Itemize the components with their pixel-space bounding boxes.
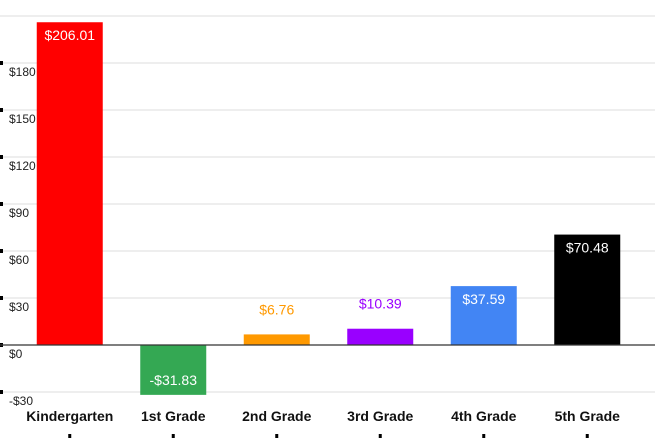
y-tick-mark bbox=[0, 154, 3, 159]
x-tick-mark bbox=[68, 434, 72, 438]
bar bbox=[554, 234, 621, 345]
labels: -$30 $0 $30 $60 $90 $120 $150 $180 $206.01 Kinder… bbox=[9, 27, 620, 424]
y-tick-mark bbox=[0, 248, 3, 253]
bar bbox=[347, 328, 414, 345]
x-tick-mark bbox=[275, 434, 279, 438]
y-tick-label: $60 bbox=[9, 253, 29, 267]
bar bbox=[450, 286, 517, 345]
x-tick-mark bbox=[171, 434, 175, 438]
gridlines bbox=[0, 15, 655, 393]
bar bbox=[243, 334, 310, 345]
y-tick-label: $150 bbox=[9, 112, 36, 126]
y-tick-mark bbox=[0, 390, 3, 395]
y-tick-label: $120 bbox=[9, 159, 36, 173]
y-tick-mark bbox=[0, 201, 3, 206]
y-tick-label: $90 bbox=[9, 206, 29, 220]
data-label: $10.39 bbox=[359, 296, 402, 312]
data-label: -$31.83 bbox=[150, 372, 198, 388]
axes bbox=[0, 60, 655, 438]
x-tick-mark bbox=[482, 434, 486, 438]
x-category-label: 5th Grade bbox=[555, 408, 621, 424]
y-tick-mark bbox=[0, 107, 3, 112]
x-tick-mark bbox=[378, 434, 382, 438]
x-category-label: Kindergarten bbox=[26, 408, 113, 424]
x-tick-mark bbox=[585, 434, 589, 438]
data-label: $206.01 bbox=[44, 27, 95, 43]
y-tick-label: $0 bbox=[9, 347, 23, 361]
bar bbox=[36, 22, 103, 345]
bar bbox=[140, 345, 207, 395]
data-label: $37.59 bbox=[462, 291, 505, 307]
y-tick-label: $180 bbox=[9, 65, 36, 79]
y-tick-mark bbox=[0, 60, 3, 65]
y-tick-label: -$30 bbox=[9, 394, 33, 408]
x-category-label: 2nd Grade bbox=[242, 408, 311, 424]
y-tick-mark bbox=[0, 295, 3, 300]
data-label: $6.76 bbox=[259, 301, 294, 317]
data-label: $70.48 bbox=[566, 240, 609, 256]
x-category-label: 3rd Grade bbox=[347, 408, 413, 424]
x-category-label: 1st Grade bbox=[141, 408, 206, 424]
x-category-label: 4th Grade bbox=[451, 408, 517, 424]
bars bbox=[36, 22, 621, 395]
y-tick-label: $30 bbox=[9, 300, 29, 314]
